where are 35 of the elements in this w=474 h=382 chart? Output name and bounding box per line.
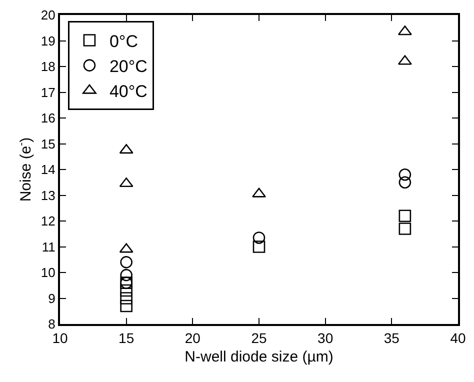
- point: [120, 284, 132, 297]
- x-tick-label: 20: [184, 330, 201, 346]
- x-tick-label: 15: [118, 330, 134, 346]
- legend-label: 0°C: [109, 32, 138, 51]
- x-tick-label: 30: [318, 330, 334, 346]
- legend-label: 40°C: [109, 82, 148, 102]
- y-tick-label: 19: [40, 33, 56, 48]
- x-tick-label: 25: [251, 330, 267, 346]
- y-tick-label: 14: [40, 162, 56, 178]
- point: [398, 210, 412, 222]
- point: [120, 300, 132, 312]
- y-tick-label: 15: [40, 136, 56, 152]
- legend-label: 20°C: [109, 56, 148, 76]
- point: [398, 222, 412, 235]
- point: [120, 292, 132, 304]
- y-tick-label: 18: [40, 59, 56, 74]
- y-tick-label: 16: [40, 110, 56, 126]
- y-tick-label: 13: [40, 188, 56, 203]
- point: [252, 232, 266, 244]
- point: [120, 256, 132, 268]
- point: [120, 268, 132, 282]
- point: [398, 168, 412, 181]
- point: [398, 176, 412, 189]
- y-tick-label: 9: [48, 290, 56, 306]
- y-tick-label: 17: [40, 84, 56, 100]
- x-axis-title: N-well diode size (µm): [184, 348, 334, 366]
- y-tick-label: 12: [40, 214, 56, 229]
- y-tick-label: 10: [40, 265, 56, 280]
- y-tick-label: 8: [48, 316, 56, 332]
- point: [252, 240, 266, 253]
- x-tick-label: 35: [384, 330, 400, 346]
- y-tick-label: 20: [40, 8, 56, 23]
- x-tick-label: 40: [450, 330, 466, 346]
- point: [252, 188, 266, 198]
- y-tick-label: 11: [42, 239, 56, 254]
